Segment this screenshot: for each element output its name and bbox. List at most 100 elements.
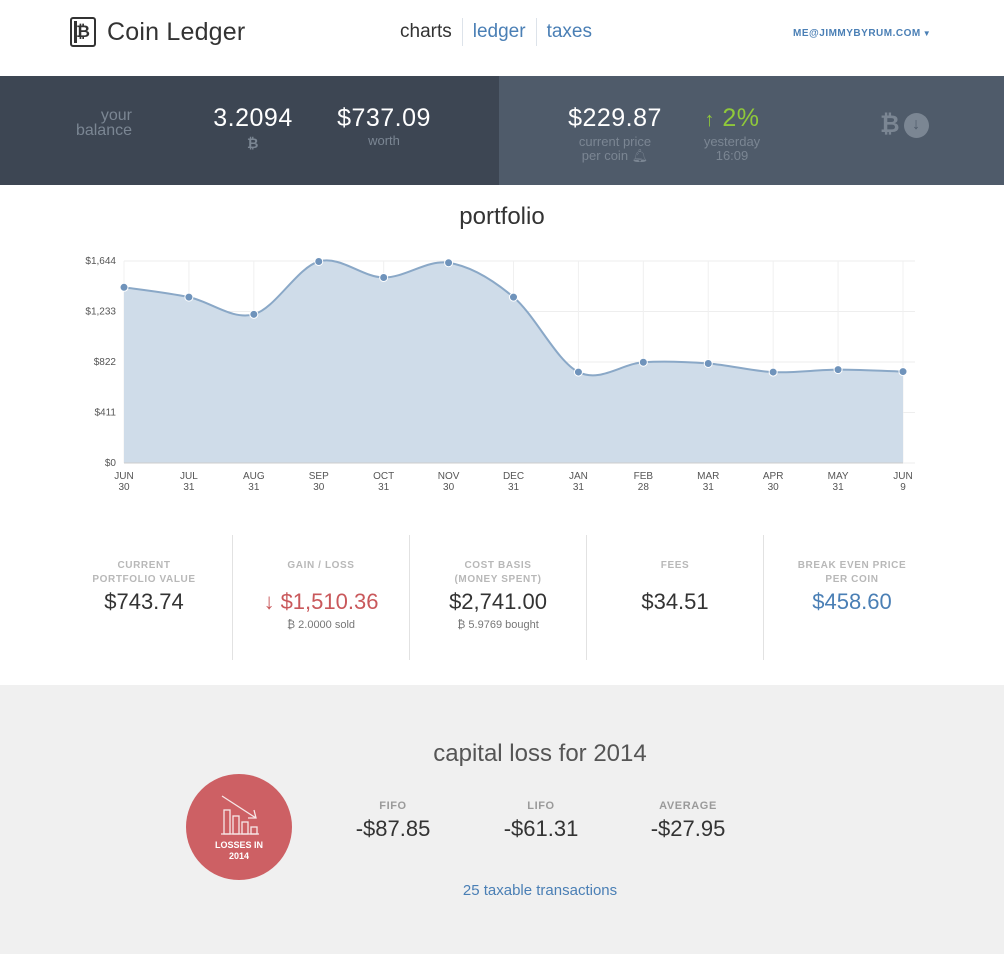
y-tick-label: $1,644 — [85, 256, 116, 267]
data-point — [768, 367, 778, 377]
x-tick-label: JUN — [114, 471, 133, 482]
nav-taxes[interactable]: taxes — [546, 21, 592, 42]
capital-loss-title: capital loss for 2014 — [433, 740, 647, 767]
x-tick-label: MAY — [828, 471, 849, 482]
download-icon[interactable]: ↓ — [903, 112, 929, 138]
data-point — [509, 292, 518, 302]
metric-value: $458.60 — [812, 589, 892, 614]
portfolio-chart: $0$411$822$1,233$1,644JUN30JUL31AUG31SEP… — [85, 256, 915, 493]
balance-panel — [0, 76, 499, 185]
y-tick-label: $411 — [94, 408, 116, 419]
metric-value: ↓ $1,510.36 — [263, 589, 379, 614]
price-change-label: yesterday 16:09 — [703, 134, 761, 163]
x-tick-label: JUL — [180, 471, 198, 482]
data-point — [249, 309, 259, 319]
nav-divider — [461, 18, 463, 46]
data-point — [703, 358, 713, 368]
arrow-down-icon: ↓ — [263, 589, 275, 614]
x-tick-label: JAN — [569, 471, 588, 482]
x-tick-label: NOV — [438, 471, 460, 482]
app-title: Coin Ledger — [107, 17, 246, 46]
nav-divider — [535, 18, 537, 46]
loss-method-value: -$27.95 — [650, 816, 726, 841]
bitcoin-icon[interactable]: ₿ — [880, 111, 900, 138]
metric-cost-basis: COST BASIS (MONEY SPENT) $2,741.00 ₿ 5.9… — [410, 535, 587, 660]
metric-current-value: CURRENT PORTFOLIO VALUE $743.74 — [56, 535, 233, 660]
losses-badge-label: LOSSES IN 2014 — [214, 840, 263, 861]
x-tick-label: 28 — [638, 482, 650, 493]
bitcoin-icon: ₿ — [247, 135, 259, 151]
metric-label: COST BASIS (MONEY SPENT) — [454, 560, 542, 585]
y-tick-label: $1,233 — [85, 307, 116, 318]
loss-fifo: FIFO -$87.85 — [323, 800, 463, 842]
main-nav: charts ledger taxes — [390, 18, 602, 46]
worth-label: worth — [368, 133, 400, 148]
app-logo[interactable]: ₿ Coin Ledger — [70, 17, 245, 47]
taxable-transactions-link[interactable]: 25 taxable transactions — [462, 882, 618, 899]
worth-amount: $737.09 — [337, 104, 431, 132]
metric-sub: ₿ 2.0000 sold — [286, 619, 356, 631]
loss-method-label: LIFO — [527, 800, 555, 812]
capital-loss-section — [0, 685, 1004, 954]
losses-badge: LOSSES IN 2014 — [186, 774, 292, 880]
x-tick-label: JUN — [893, 471, 912, 482]
data-point — [184, 292, 194, 302]
bell-icon[interactable]: 🔔︎ — [631, 148, 649, 163]
price-change: ↑ 2% — [704, 104, 760, 132]
top-bar: ₿ Coin Ledger charts ledger taxes ME@JIM… — [0, 0, 1004, 76]
nav-ledger[interactable]: ledger — [472, 21, 526, 42]
y-tick-label: $0 — [105, 458, 117, 469]
nav-charts[interactable]: charts — [400, 21, 452, 42]
metrics-row: CURRENT PORTFOLIO VALUE $743.74 GAIN / L… — [56, 535, 940, 660]
metric-value: $2,741.00 — [449, 589, 547, 614]
chevron-down-icon: ▼ — [922, 29, 932, 38]
x-tick-label: 30 — [768, 482, 780, 493]
y-tick-label: $822 — [94, 357, 117, 368]
x-tick-label: 31 — [378, 482, 390, 493]
portfolio-area — [124, 260, 903, 463]
data-point — [314, 256, 324, 266]
x-tick-label: APR — [763, 471, 784, 482]
x-tick-label: 31 — [508, 482, 520, 493]
data-point — [638, 357, 648, 367]
user-menu[interactable]: ME@JIMMYBYRUM.COM ▼ — [793, 28, 931, 39]
loss-method-label: AVERAGE — [659, 800, 717, 812]
ledger-book-icon: ₿ — [70, 17, 96, 47]
metric-value: $34.51 — [641, 589, 709, 614]
band-actions: ₿ ↓ — [880, 111, 929, 139]
loss-method-label: FIFO — [379, 800, 407, 812]
arrow-up-icon: ↑ — [704, 109, 715, 131]
x-tick-label: 31 — [573, 482, 585, 493]
loss-method-value: -$87.85 — [355, 816, 431, 841]
x-tick-label: 9 — [900, 482, 906, 493]
metric-label: CURRENT PORTFOLIO VALUE — [92, 560, 196, 585]
x-tick-label: 31 — [833, 482, 845, 493]
data-point — [379, 272, 389, 282]
loss-average: AVERAGE -$27.95 — [618, 800, 758, 842]
current-price-label: current price per coin 🔔︎ — [578, 134, 652, 163]
metric-sub: ₿ 5.9769 bought — [457, 619, 539, 631]
x-tick-label: 30 — [443, 482, 455, 493]
metric-value: $743.74 — [104, 589, 184, 614]
x-tick-label: 31 — [248, 482, 260, 493]
metric-label: GAIN / LOSS — [287, 560, 355, 571]
x-tick-label: 31 — [183, 482, 195, 493]
x-tick-label: 30 — [118, 482, 130, 493]
x-tick-label: MAR — [697, 471, 719, 482]
x-tick-label: SEP — [309, 471, 329, 482]
x-tick-label: AUG — [243, 471, 265, 482]
data-point — [898, 367, 908, 377]
data-point — [833, 365, 843, 375]
data-point — [444, 258, 454, 268]
current-price: $229.87 — [568, 104, 662, 132]
data-point — [573, 367, 583, 377]
metric-label: FEES — [660, 560, 690, 571]
metric-label: BREAK EVEN PRICE PER COIN — [797, 560, 907, 585]
metric-gain-loss: GAIN / LOSS ↓ $1,510.36 ₿ 2.0000 sold — [233, 535, 410, 660]
x-tick-label: FEB — [634, 471, 654, 482]
portfolio-title: portfolio — [459, 203, 545, 230]
data-point — [119, 282, 129, 292]
x-tick-label: 30 — [313, 482, 325, 493]
x-tick-label: OCT — [373, 471, 394, 482]
x-tick-label: DEC — [503, 471, 524, 482]
